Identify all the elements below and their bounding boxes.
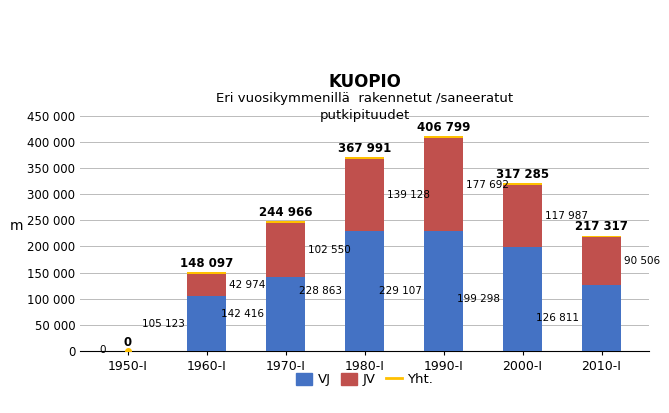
Bar: [582, 235, 622, 237]
Bar: [582, 285, 622, 351]
Bar: [345, 159, 385, 231]
Text: Eri vuosikymmenillä  rakennetut /saneeratut: Eri vuosikymmenillä rakennetut /saneerat…: [216, 92, 513, 105]
Bar: [345, 157, 385, 159]
Text: 229 107: 229 107: [379, 286, 421, 296]
Bar: [582, 237, 622, 285]
Bar: [424, 138, 464, 231]
Bar: [503, 185, 543, 247]
Bar: [187, 272, 226, 273]
Bar: [187, 296, 226, 351]
Text: 228 863: 228 863: [300, 286, 343, 296]
Text: 102 550: 102 550: [308, 245, 351, 255]
Text: 217 317: 217 317: [575, 221, 628, 233]
Bar: [266, 223, 305, 277]
Bar: [187, 273, 226, 296]
Text: putkipituudet: putkipituudet: [320, 109, 409, 121]
Text: 367 991: 367 991: [338, 142, 391, 154]
Text: 244 966: 244 966: [259, 206, 312, 219]
Bar: [345, 231, 385, 351]
Text: 90 506: 90 506: [624, 256, 660, 266]
Y-axis label: m: m: [9, 219, 23, 233]
Bar: [503, 183, 543, 185]
Text: 148 097: 148 097: [180, 256, 233, 270]
Text: 0: 0: [99, 345, 106, 355]
Text: 42 974: 42 974: [229, 280, 265, 290]
Text: 0: 0: [124, 336, 132, 349]
Text: KUOPIO: KUOPIO: [328, 73, 401, 91]
Text: 142 416: 142 416: [221, 309, 264, 319]
Bar: [503, 247, 543, 351]
Text: 139 128: 139 128: [387, 190, 429, 200]
Text: 199 298: 199 298: [458, 294, 500, 304]
Text: 317 285: 317 285: [496, 168, 549, 181]
Legend: VJ, JV, Yht.: VJ, JV, Yht.: [291, 368, 438, 392]
Bar: [266, 221, 305, 223]
Bar: [266, 277, 305, 351]
Bar: [424, 136, 464, 138]
Bar: [424, 231, 464, 351]
Text: 105 123: 105 123: [142, 318, 185, 329]
Text: 406 799: 406 799: [417, 121, 470, 134]
Text: 117 987: 117 987: [545, 211, 587, 221]
Text: 177 692: 177 692: [466, 180, 508, 190]
Text: 126 811: 126 811: [537, 313, 579, 323]
